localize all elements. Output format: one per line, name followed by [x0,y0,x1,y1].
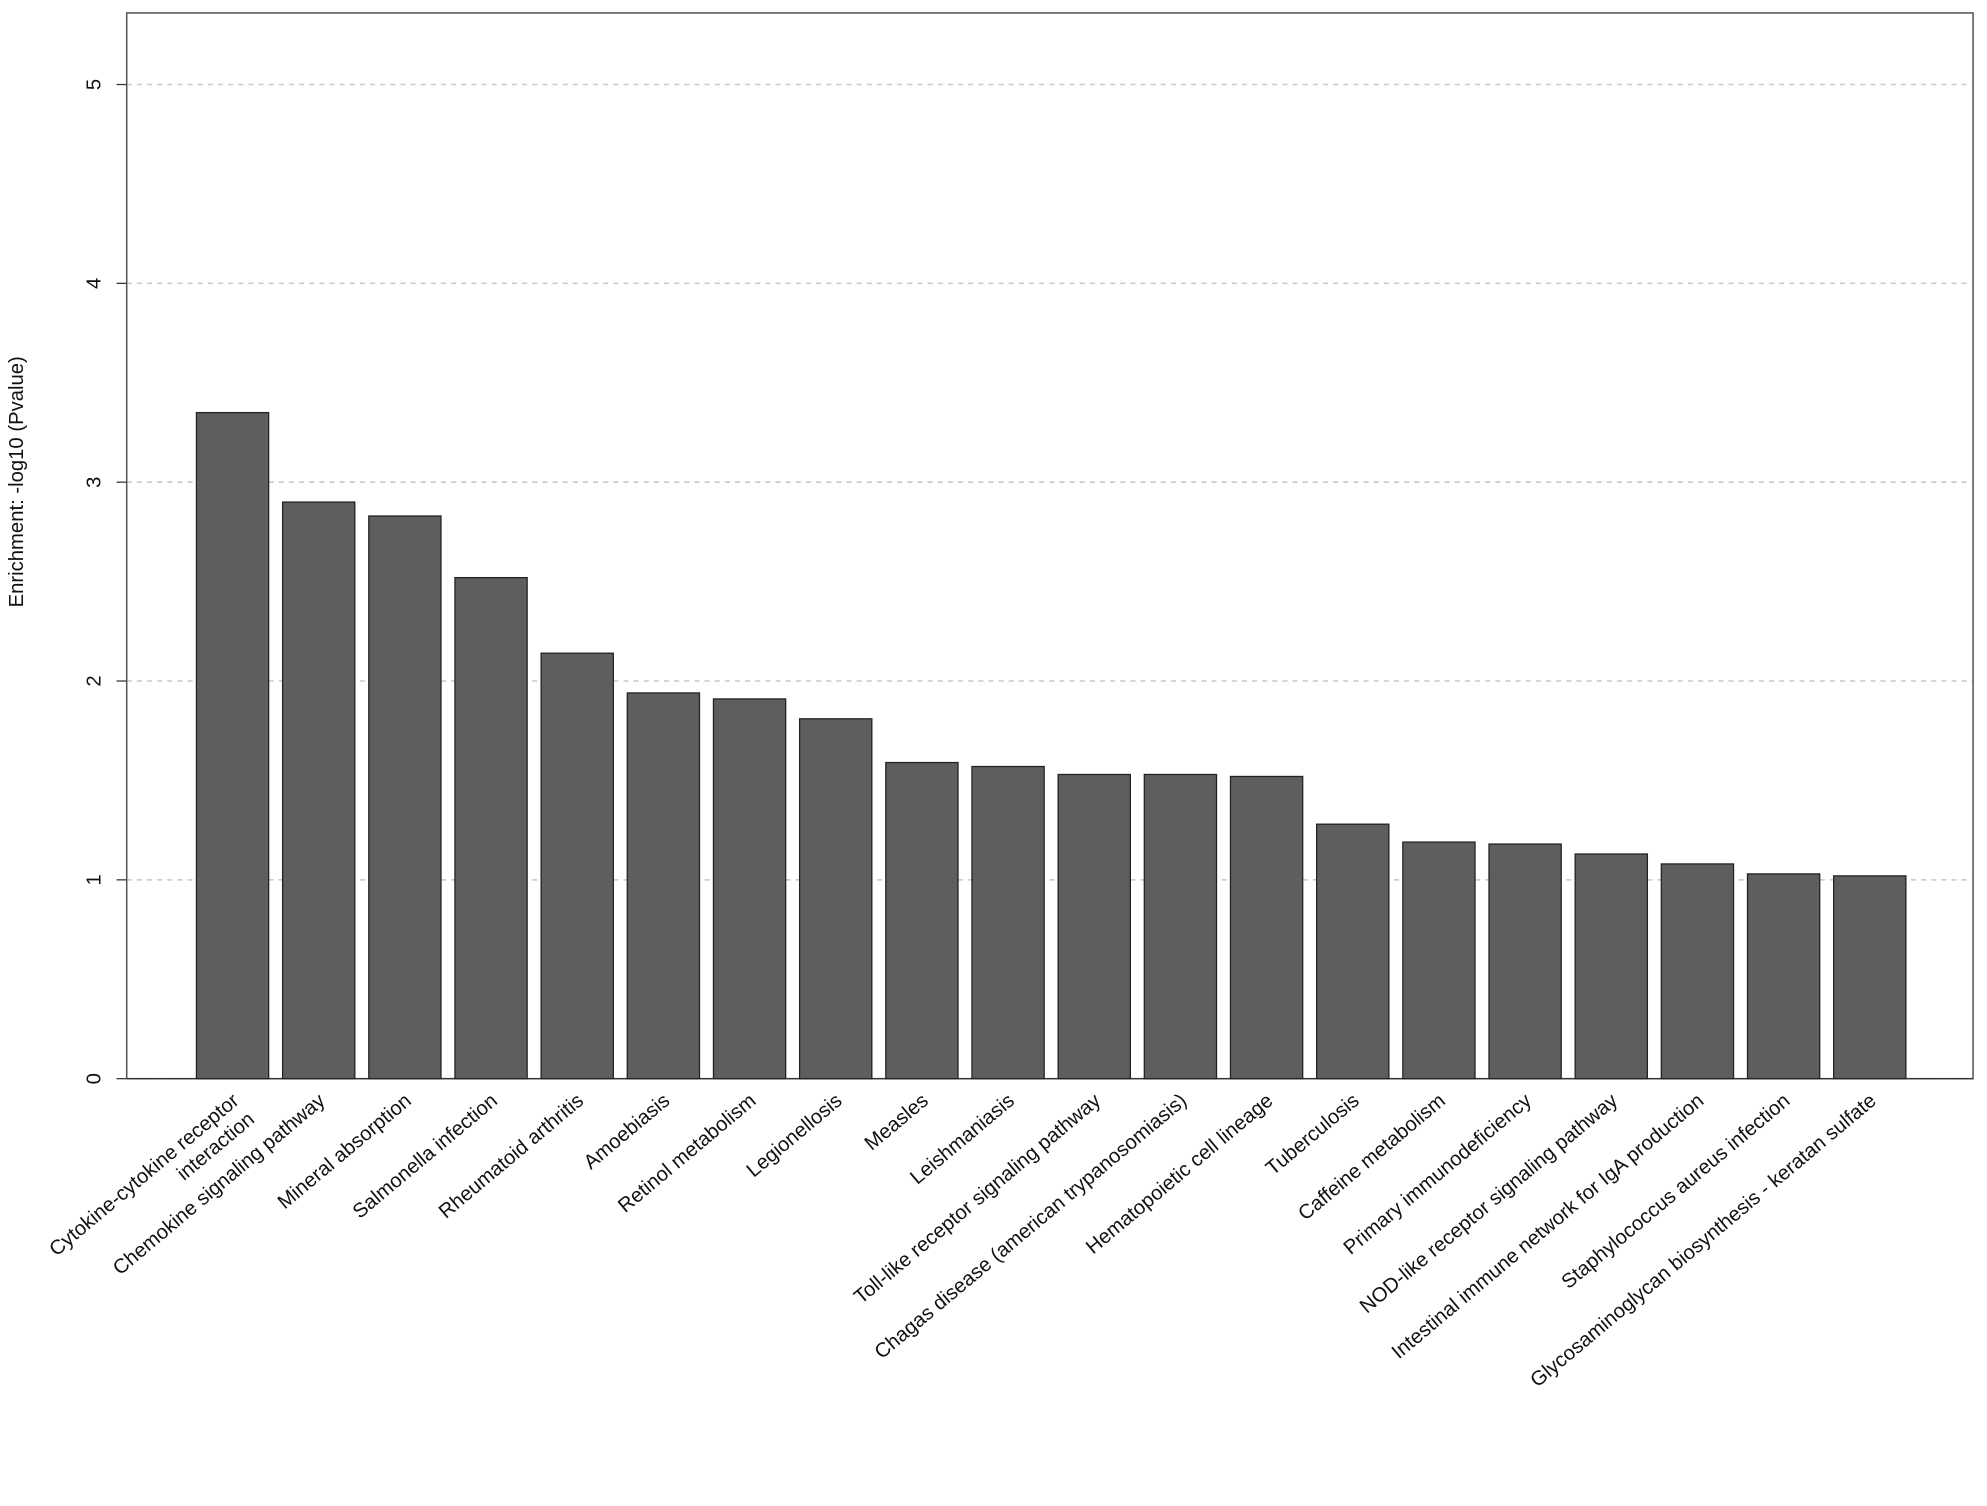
bar [1057,773,1131,1080]
x-tick-label: Measles [861,1090,933,1155]
x-tick-label: Legionellosis [743,1090,847,1182]
y-axis-title: Enrichment: -log10 (Pvalue) [6,356,28,607]
bar [1143,773,1218,1080]
bar [1402,841,1476,1080]
bar [368,515,442,1080]
bar [798,718,873,1080]
x-tick-label: Salmonella infection [349,1090,502,1223]
bar [1660,863,1735,1080]
bar [1488,843,1562,1080]
x-tick-label: Rheumatoid arthritis [435,1090,588,1223]
bar [195,411,270,1080]
bar [971,765,1045,1080]
bar [1746,873,1821,1080]
y-tick-label: 1 [83,874,105,885]
bar [1833,875,1907,1080]
y-tick-label: 2 [83,675,105,686]
y-tick-label: 0 [83,1073,105,1084]
x-tick-label: Chagas disease (american trypanosomiasis… [871,1090,1191,1364]
bar [1229,775,1304,1080]
x-tick-label: Caffeine metabolism [1294,1090,1449,1225]
bar [626,692,701,1080]
y-tick-label: 4 [83,278,105,289]
x-tick-label: Intestinal immune network for IgA produc… [1388,1090,1708,1364]
bar [885,761,959,1080]
bar [454,576,528,1080]
bar [281,501,356,1080]
bar [1574,853,1649,1080]
bar [1316,823,1390,1080]
y-tick-label: 3 [83,477,105,488]
bar [712,698,787,1080]
y-tick-label: 5 [83,79,105,90]
bar [540,652,614,1080]
